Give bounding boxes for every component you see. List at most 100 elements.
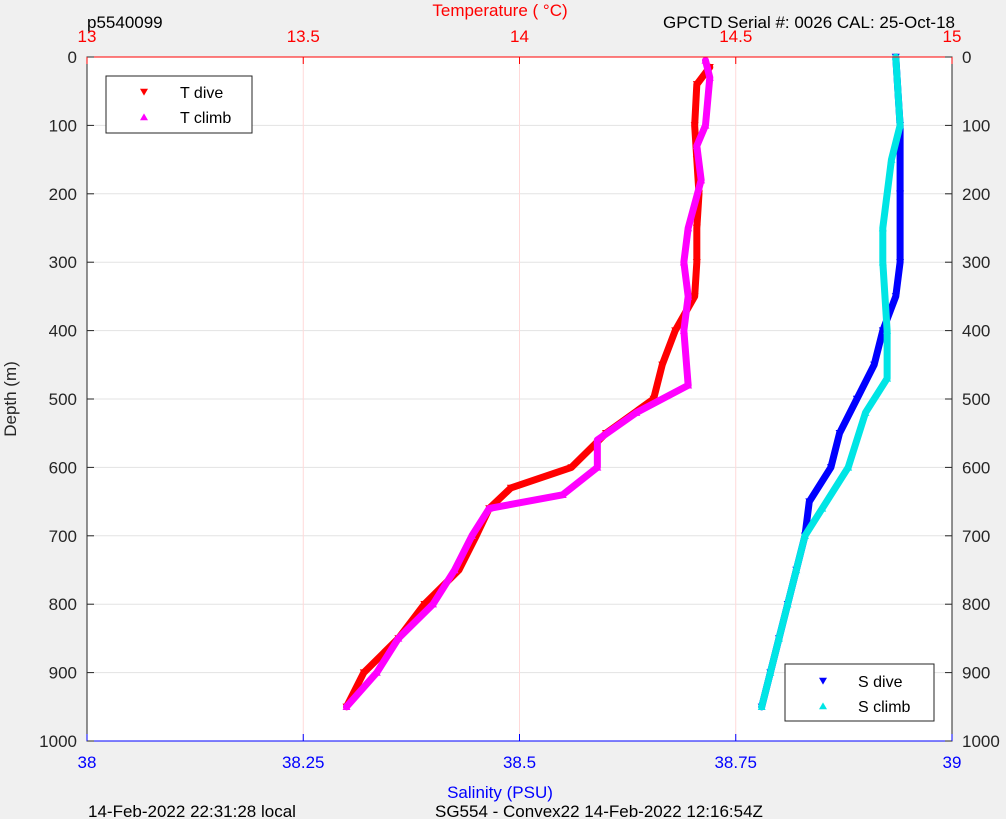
y-tick-label-right: 1000 (962, 732, 1000, 751)
legend-s-climb-label: S climb (858, 699, 911, 716)
temperature-legend-box (105, 75, 253, 134)
y-tick-label-right: 200 (962, 185, 990, 204)
top-tick-label: 13.5 (287, 27, 320, 46)
serial-label: GPCTD Serial #: 0026 CAL: 25-Oct-18 (663, 13, 955, 32)
top-tick-label: 15 (943, 27, 962, 46)
y-tick-label-left: 500 (49, 390, 77, 409)
data-point-t-climb (632, 409, 641, 416)
series-layer (342, 53, 905, 711)
data-point-t-climb (467, 532, 476, 539)
data-point-t-climb (684, 381, 693, 389)
data-point-t-climb (705, 73, 714, 81)
data-point-s-climb (878, 258, 887, 266)
data-point-s-climb (783, 600, 792, 608)
local-time-label: 14-Feb-2022 22:31:28 local (88, 802, 296, 819)
y-tick-label-right: 900 (962, 664, 990, 683)
data-point-s-dive (896, 190, 905, 198)
data-point-s-climb (896, 121, 905, 129)
data-point-t-climb (372, 669, 381, 676)
salinity-legend: S dive S climb (784, 663, 935, 722)
data-point-t-climb (679, 258, 688, 266)
data-point-t-dive (692, 224, 701, 232)
y-tick-label-right: 800 (962, 595, 990, 614)
mission-label: SG554 - Convex22 14-Feb-2022 12:16:54Z (435, 802, 763, 819)
salinity-legend-box (784, 663, 935, 722)
y-tick-label-left: 800 (49, 595, 77, 614)
data-point-s-dive (835, 430, 844, 437)
data-point-s-dive (852, 395, 861, 403)
y-tick-label-left: 0 (68, 48, 77, 67)
data-point-t-dive (420, 601, 429, 608)
data-point-t-climb (394, 634, 403, 642)
bottom-tick-label: 38.5 (503, 753, 536, 772)
data-point-t-climb (342, 703, 351, 710)
data-point-s-climb (844, 463, 853, 471)
axis-ticks: 0 0 100 100 200 200 300 300 400 400 500 500 600 600 70… (39, 27, 1000, 772)
data-point-t-dive (690, 293, 699, 300)
y-tick-label-right: 0 (962, 48, 971, 67)
data-point-s-climb (766, 669, 775, 676)
y-tick-label-right: 100 (962, 116, 990, 135)
y-tick-label-left: 100 (49, 116, 77, 135)
legend-t-climb-marker (140, 113, 148, 121)
data-point-s-climb (883, 327, 892, 334)
legend-t-dive-marker (140, 88, 148, 96)
data-point-t-climb (697, 176, 706, 184)
data-point-t-dive (567, 464, 576, 471)
y-tick-label-right: 600 (962, 458, 990, 477)
y-tick-label-right: 300 (962, 253, 990, 272)
data-point-t-dive (692, 259, 701, 266)
bottom-tick-label: 39 (943, 753, 962, 772)
data-point-s-climb (775, 634, 783, 642)
data-point-s-climb (878, 224, 887, 232)
data-point-s-dive (896, 259, 905, 266)
data-point-t-climb (692, 142, 701, 150)
y-tick-label-left: 1000 (39, 732, 77, 751)
y-tick-label-right: 500 (962, 390, 990, 409)
data-point-s-climb (887, 156, 896, 163)
data-point-s-climb (757, 703, 766, 710)
data-point-t-climb (450, 566, 459, 574)
data-point-t-dive (671, 327, 680, 335)
data-point-s-climb (861, 409, 870, 416)
data-point-t-climb (701, 56, 710, 64)
data-point-t-climb (485, 504, 494, 512)
legend-t-dive-label: T dive (180, 85, 223, 102)
data-point-t-climb (679, 327, 688, 334)
data-point-t-climb (701, 121, 710, 129)
data-point-s-dive (826, 464, 835, 471)
top-tick-label: 14.5 (719, 27, 752, 46)
data-point-t-climb (429, 600, 437, 608)
data-point-t-climb (593, 463, 602, 471)
y-tick-label-left: 400 (49, 322, 77, 341)
y-tick-label-right: 400 (962, 322, 990, 341)
y-tick-label-left: 300 (49, 253, 77, 272)
data-point-t-dive (692, 81, 701, 88)
data-point-t-climb (558, 491, 567, 498)
data-point-t-climb (684, 292, 693, 300)
top-tick-label: 13 (78, 27, 97, 46)
data-point-s-climb (883, 374, 892, 382)
bottom-tick-label: 38 (78, 753, 97, 772)
data-point-t-climb (593, 436, 602, 444)
y-tick-label-left: 900 (49, 664, 77, 683)
y-tick-label-left: 700 (49, 527, 77, 546)
bottom-axis-label: Salinity (PSU) (447, 783, 553, 802)
temperature-legend: T dive T climb (105, 75, 253, 134)
y-tick-label-left: 200 (49, 185, 77, 204)
legend-t-climb-label: T climb (180, 110, 231, 127)
bottom-tick-label: 38.25 (282, 753, 325, 772)
top-tick-label: 14 (510, 27, 529, 46)
data-point-s-climb (800, 532, 809, 539)
data-point-s-dive (870, 361, 879, 369)
data-point-t-dive (690, 122, 699, 129)
data-point-s-climb (818, 504, 827, 512)
data-point-t-dive (506, 484, 515, 492)
series-line-s-climb (758, 53, 904, 711)
legend-s-dive-label: S dive (858, 674, 903, 691)
legend-s-dive-marker (819, 677, 827, 685)
data-point-t-dive (658, 361, 667, 369)
y-axis-label: Depth (m) (1, 361, 20, 437)
top-axis-label: Temperature ( °C) (432, 1, 567, 20)
